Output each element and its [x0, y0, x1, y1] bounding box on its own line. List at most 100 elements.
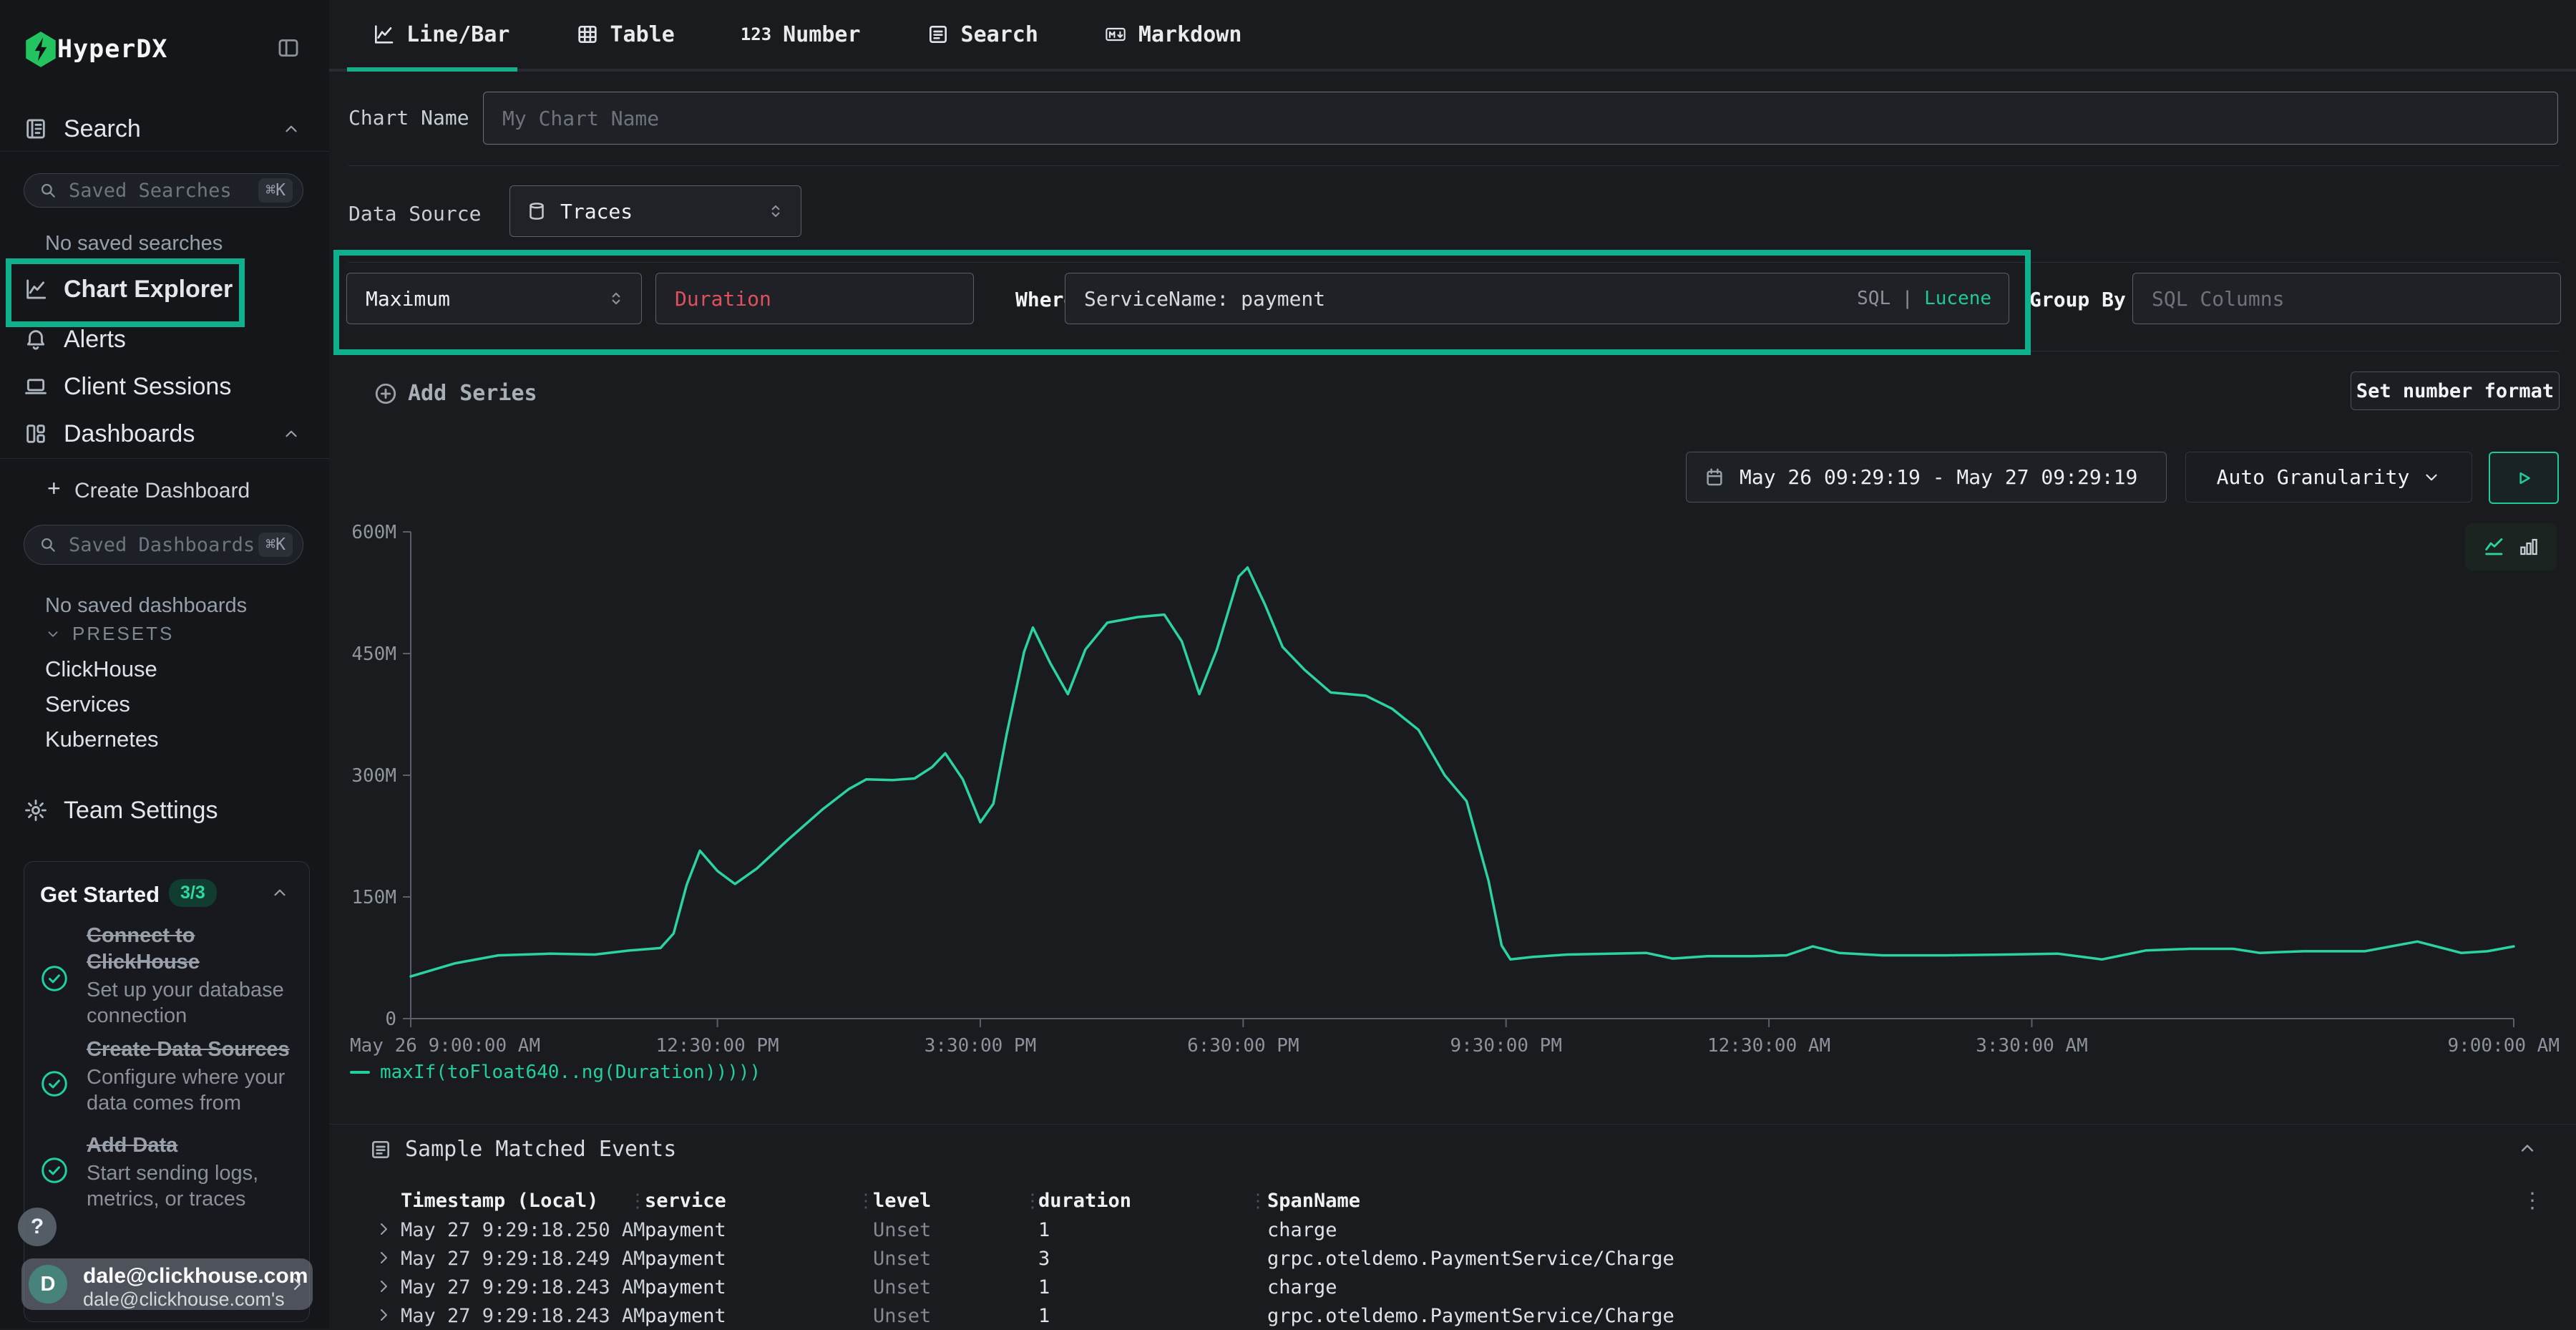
search-section-icon: [24, 117, 48, 141]
chart-name-input[interactable]: My Chart Name: [483, 92, 2558, 145]
cell-2: Unset: [873, 1219, 932, 1241]
chart-svg: 0 150M 300M 450M 600M May 26 9:00:00 AM 12:30:…: [350, 522, 2560, 1057]
chevron-up-icon[interactable]: [282, 424, 301, 443]
bar-chart-icon[interactable]: [2518, 536, 2540, 558]
get-started-item[interactable]: Connect to ClickHouse Set up your databas…: [87, 923, 301, 1029]
svg-text:9:00:00 AM: 9:00:00 AM: [2447, 1035, 2560, 1057]
line-chart-icon[interactable]: [2482, 535, 2507, 559]
query-language-toggle[interactable]: SQL | Lucene: [1857, 288, 1991, 309]
group-by-input[interactable]: SQL Columns: [2132, 273, 2561, 324]
tab-search[interactable]: Search: [927, 22, 1038, 47]
check-circle-icon: [39, 1069, 69, 1099]
tab-markdown[interactable]: Markdown: [1104, 22, 1241, 47]
cell-0: May 27 9:29:18.243 AM: [401, 1276, 645, 1299]
cell-1: payment: [645, 1305, 726, 1327]
legend-marker: [350, 1071, 370, 1074]
sidebar-item-search[interactable]: Search: [0, 112, 329, 146]
column-header-2[interactable]: level: [873, 1190, 932, 1212]
chevron-up-icon[interactable]: [282, 120, 301, 138]
cell-2: Unset: [873, 1276, 932, 1299]
data-source-select[interactable]: Traces: [509, 185, 801, 237]
run-query-button[interactable]: [2489, 452, 2559, 504]
column-header-4[interactable]: SpanName: [1267, 1190, 1361, 1212]
laptop-icon: [24, 374, 48, 399]
svg-text:12:30:00 AM: 12:30:00 AM: [1707, 1035, 1830, 1057]
table-row[interactable]: May 27 9:29:18.249 AM payment Unset 3 grpc.o…: [329, 1244, 2576, 1273]
tab-number[interactable]: 123 Number: [741, 22, 861, 47]
events-section-header[interactable]: Sample Matched Events: [369, 1137, 676, 1162]
hyperdx-logo-icon: [23, 30, 59, 69]
sidebar-item-chart-explorer[interactable]: Chart Explorer: [0, 272, 329, 306]
table-row[interactable]: May 27 9:29:18.243 AM payment Unset 1 grpc.o…: [329, 1301, 2576, 1330]
svg-text:600M: 600M: [351, 522, 396, 543]
date-range-value: May 26 09:29:19 - May 27 09:29:19: [1740, 465, 2138, 489]
chart-name-label: Chart Name: [348, 106, 469, 130]
divider: [348, 165, 2560, 166]
list-icon: [927, 23, 950, 46]
play-icon: [2513, 467, 2534, 489]
legend-label: maxIf(toFloat640..ng(Duration))))): [380, 1062, 761, 1083]
aggregation-select[interactable]: Maximum: [346, 273, 642, 324]
sidebar-item-team-settings[interactable]: Team Settings: [0, 793, 329, 827]
sidebar-preset-services[interactable]: Services: [45, 691, 130, 717]
svg-text:6:30:00 PM: 6:30:00 PM: [1187, 1035, 1299, 1057]
get-started-item[interactable]: Create Data Sources Configure where your …: [87, 1037, 301, 1116]
sidebar-preset-kubernetes[interactable]: Kubernetes: [45, 727, 159, 752]
sidebar-item-alerts[interactable]: Alerts: [0, 322, 329, 356]
get-started-item-desc: Set up your database connection: [87, 979, 284, 1027]
sidebar-item-client-sessions[interactable]: Client Sessions: [0, 369, 329, 404]
table-row[interactable]: May 27 9:29:18.250 AM payment Unset 1 charge: [329, 1215, 2576, 1244]
kebab-menu-icon[interactable]: ⋮: [2522, 1189, 2543, 1213]
svg-text:12:30:00 PM: 12:30:00 PM: [656, 1035, 779, 1057]
get-started-card: Get Started 3/3 Connect to ClickHouse Set…: [24, 861, 310, 1322]
user-menu[interactable]: D dale@clickhouse.com dale@clickhouse.co…: [21, 1258, 313, 1310]
cell-4: grpc.oteldemo.PaymentService/Charge: [1267, 1248, 1674, 1270]
svg-text:450M: 450M: [351, 644, 396, 665]
cell-0: May 27 9:29:18.243 AM: [401, 1305, 645, 1327]
chevron-right-icon[interactable]: [375, 1220, 392, 1238]
column-header-3[interactable]: duration: [1038, 1190, 1132, 1212]
where-value: ServiceName: payment: [1084, 286, 1326, 311]
column-header-0[interactable]: Timestamp (Local): [401, 1190, 599, 1212]
data-source-value: Traces: [560, 199, 633, 223]
saved-searches-input[interactable]: Saved Searches ⌘K: [24, 173, 303, 208]
date-range-picker[interactable]: May 26 09:29:19 - May 27 09:29:19: [1686, 452, 2167, 503]
column-header-1[interactable]: service: [645, 1190, 726, 1212]
collapse-events-icon[interactable]: [2517, 1138, 2537, 1158]
dashboards-label: Dashboards: [64, 419, 195, 447]
plus-circle-icon: [374, 382, 398, 406]
divider: [329, 1124, 2576, 1125]
presets-label: PRESETS: [72, 623, 175, 644]
collapse-sidebar-icon[interactable]: [276, 36, 301, 60]
chart-type-toggle[interactable]: [2465, 523, 2557, 571]
chevron-right-icon[interactable]: [375, 1278, 392, 1295]
create-dashboard-button[interactable]: + Create Dashboard: [0, 474, 329, 508]
svg-text:3:30:00 PM: 3:30:00 PM: [924, 1035, 1037, 1057]
help-button[interactable]: ?: [18, 1208, 57, 1246]
saved-dashboards-input[interactable]: Saved Dashboards ⌘K: [24, 525, 303, 565]
cell-1: payment: [645, 1248, 726, 1270]
field-input[interactable]: Duration: [655, 273, 974, 324]
table-row[interactable]: May 27 9:29:18.243 AM payment Unset 1 charge: [329, 1273, 2576, 1301]
sidebar-item-dashboards[interactable]: Dashboards: [0, 417, 329, 451]
tab-table[interactable]: Table: [576, 22, 675, 47]
tab-bar: Line/Bar Table 123 Number Search Markdown: [329, 0, 2576, 72]
add-series-button[interactable]: Add Series: [374, 381, 537, 406]
check-circle-icon: [39, 963, 69, 994]
set-number-format-button[interactable]: Set number format: [2351, 372, 2560, 410]
chevron-down-icon: [2422, 468, 2441, 487]
chevron-right-icon[interactable]: [375, 1306, 392, 1324]
chart-legend[interactable]: maxIf(toFloat640..ng(Duration))))): [350, 1062, 761, 1083]
avatar: D: [29, 1265, 67, 1304]
chevron-up-icon[interactable]: [270, 883, 289, 902]
presets-toggle[interactable]: PRESETS: [45, 623, 174, 645]
where-input[interactable]: ServiceName: payment SQL | Lucene: [1065, 273, 2009, 324]
chevron-right-icon[interactable]: [375, 1249, 392, 1266]
granularity-select[interactable]: Auto Granularity: [2185, 452, 2472, 503]
get-started-item[interactable]: Add Data Start sending logs, metrics, or …: [87, 1132, 301, 1212]
cell-3: 1: [1038, 1305, 1050, 1327]
no-saved-searches-text: No saved searches: [45, 232, 223, 255]
sidebar-preset-clickhouse[interactable]: ClickHouse: [45, 656, 157, 681]
tab-line-bar[interactable]: Line/Bar: [372, 22, 510, 47]
group-by-label: Group By: [2029, 288, 2126, 311]
